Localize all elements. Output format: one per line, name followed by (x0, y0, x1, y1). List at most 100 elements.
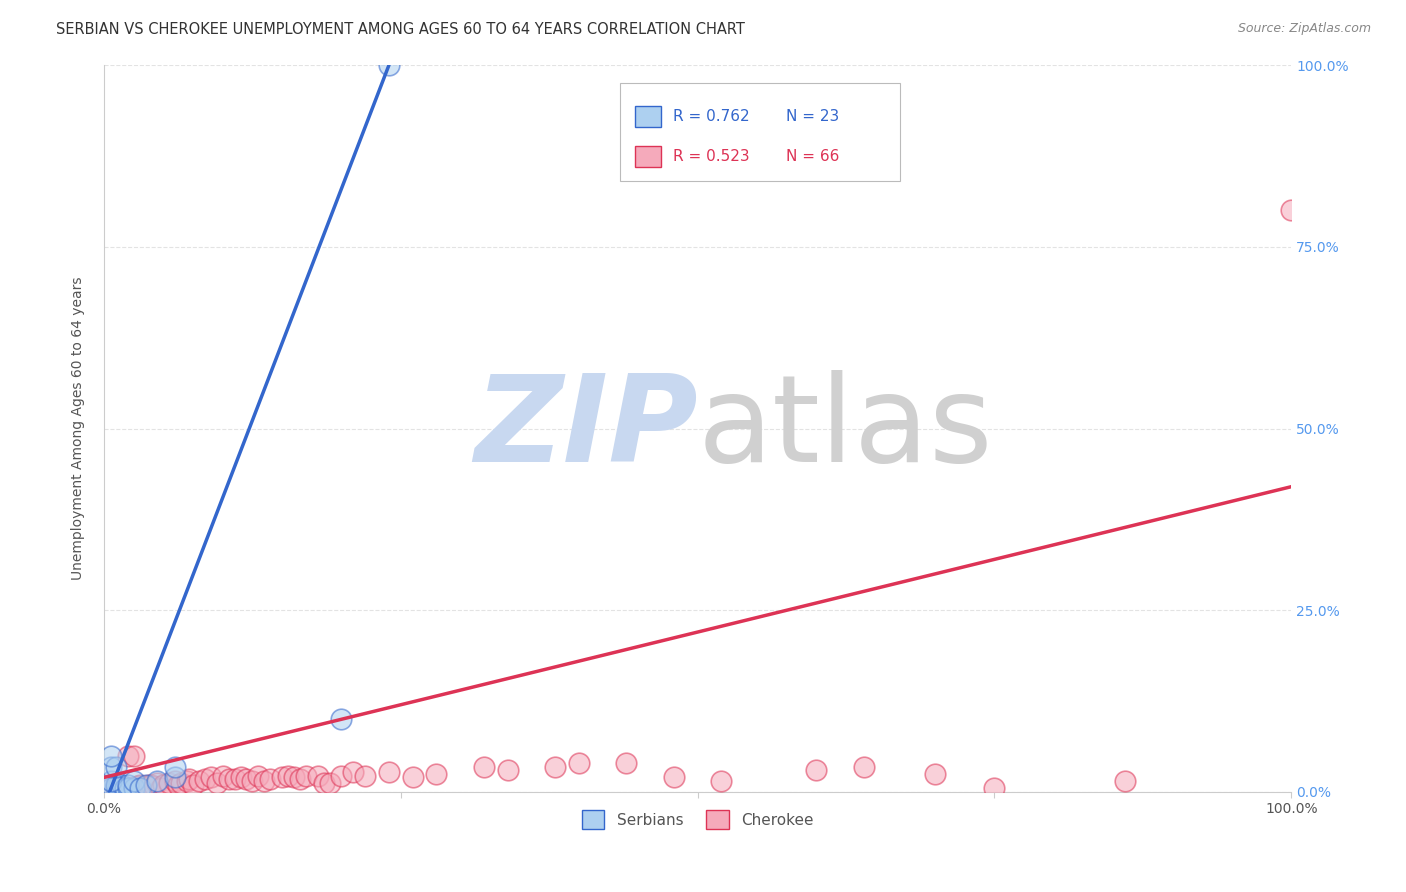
Point (247, 769, 270, 783)
Point (852, 759, 875, 773)
Point (983, 781, 1005, 796)
Point (568, 756, 591, 770)
Point (924, 766, 946, 780)
Point (146, 776, 169, 790)
Point (259, 772, 281, 786)
Point (330, 712, 353, 726)
Point (141, 778, 163, 792)
Point (425, 766, 447, 780)
Point (122, 780, 145, 795)
Point (165, 759, 187, 773)
Point (135, 779, 157, 793)
Point (1114, 774, 1136, 789)
Point (100, 780, 122, 795)
Point (111, 778, 134, 792)
Point (295, 769, 318, 783)
Point (188, 774, 211, 789)
Point (114, 780, 136, 795)
Point (117, 780, 139, 795)
Point (165, 771, 187, 785)
Text: atlas: atlas (697, 370, 993, 487)
Point (229, 771, 252, 785)
Point (111, 780, 134, 795)
Point (662, 771, 685, 785)
Point (205, 776, 228, 790)
Point (181, 778, 204, 792)
Point (100, 759, 122, 773)
Point (107, 780, 129, 795)
Point (142, 779, 165, 793)
FancyBboxPatch shape (620, 83, 900, 181)
Text: Source: ZipAtlas.com: Source: ZipAtlas.com (1237, 22, 1371, 36)
Point (176, 774, 198, 789)
FancyBboxPatch shape (634, 146, 661, 167)
Point (806, 763, 828, 777)
Point (354, 769, 377, 783)
Point (166, 778, 188, 792)
Point (307, 769, 329, 783)
Point (128, 780, 150, 795)
Point (283, 771, 305, 785)
Point (312, 776, 335, 790)
Point (342, 764, 364, 779)
Point (122, 748, 145, 763)
Point (149, 780, 172, 795)
Legend: Serbians, Cherokee: Serbians, Cherokee (575, 805, 820, 835)
Point (616, 756, 638, 770)
Point (378, 764, 401, 779)
Point (288, 772, 311, 786)
Point (378, 58, 401, 72)
Point (330, 769, 353, 783)
Text: N = 23: N = 23 (786, 109, 839, 124)
Point (710, 774, 733, 789)
Point (107, 780, 129, 795)
Text: R = 0.762: R = 0.762 (672, 109, 749, 124)
Point (104, 759, 127, 773)
Text: SERBIAN VS CHEROKEE UNEMPLOYMENT AMONG AGES 60 TO 64 YEARS CORRELATION CHART: SERBIAN VS CHEROKEE UNEMPLOYMENT AMONG A… (56, 22, 745, 37)
Point (1279, 203, 1302, 218)
Point (122, 774, 145, 789)
FancyBboxPatch shape (634, 106, 661, 127)
Point (117, 778, 139, 792)
Point (146, 774, 169, 789)
Point (111, 780, 134, 795)
Point (157, 776, 180, 790)
Point (104, 780, 127, 795)
Point (117, 780, 139, 795)
Point (104, 778, 127, 792)
Point (100, 780, 122, 795)
Point (138, 778, 160, 792)
Point (218, 772, 240, 786)
Point (496, 763, 519, 777)
Text: ZIP: ZIP (474, 370, 697, 487)
Point (100, 748, 122, 763)
Point (104, 780, 127, 795)
Point (544, 759, 567, 773)
Point (318, 776, 340, 790)
Text: R = 0.523: R = 0.523 (672, 149, 749, 164)
Point (179, 772, 201, 786)
Point (170, 776, 193, 790)
Y-axis label: Unemployment Among Ages 60 to 64 years: Unemployment Among Ages 60 to 64 years (72, 277, 86, 581)
Point (253, 774, 276, 789)
Point (152, 778, 174, 792)
Point (128, 778, 150, 792)
Point (235, 772, 257, 786)
Point (122, 780, 145, 795)
Point (402, 771, 425, 785)
Point (242, 774, 264, 789)
Point (200, 771, 222, 785)
Point (194, 772, 217, 786)
Point (277, 769, 299, 783)
Point (135, 778, 157, 792)
Point (271, 771, 294, 785)
Point (472, 759, 495, 773)
Text: N = 66: N = 66 (786, 149, 839, 164)
Point (224, 772, 246, 786)
Point (100, 778, 122, 792)
Point (117, 748, 139, 763)
Point (211, 769, 233, 783)
Point (165, 774, 187, 789)
Point (127, 779, 149, 793)
Point (120, 780, 142, 795)
